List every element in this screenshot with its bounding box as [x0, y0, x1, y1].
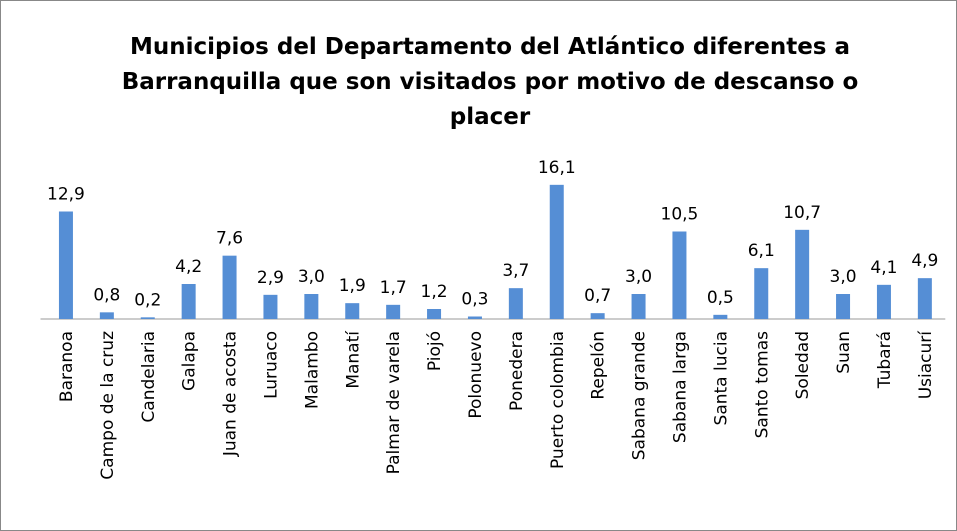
value-label: 0,5: [707, 288, 734, 308]
bar: [836, 294, 851, 319]
bar: [631, 294, 646, 319]
bar: [508, 288, 523, 319]
value-label: 1,7: [380, 278, 407, 298]
x-tick-label: Piojó: [425, 331, 445, 371]
bar: [345, 303, 360, 319]
chart-title: Municipios del Departamento del Atlántic…: [121, 34, 859, 130]
x-tick-label: Campo de la cruz: [98, 331, 118, 480]
bar: [549, 184, 564, 319]
value-label: 7,6: [216, 229, 243, 249]
bar: [181, 284, 196, 319]
bar: [713, 314, 728, 319]
value-label: 1,2: [421, 282, 448, 302]
value-label: 0,2: [134, 290, 161, 310]
value-label: 6,1: [748, 241, 775, 261]
x-tick-label: Sabana larga: [670, 331, 690, 443]
value-label: 1,9: [339, 276, 366, 296]
value-label: 16,1: [538, 158, 576, 178]
x-tick-label: Usiacurí: [916, 330, 936, 400]
x-tick-label: Repelón: [589, 331, 609, 400]
value-label: 4,2: [175, 257, 202, 277]
bar: [140, 317, 155, 319]
value-label: 3,0: [625, 267, 652, 287]
bar: [590, 313, 605, 319]
value-label: 0,8: [93, 285, 120, 305]
value-label: 3,0: [830, 267, 857, 287]
value-label: 3,7: [502, 261, 529, 281]
bar: [427, 309, 442, 319]
bar: [386, 304, 401, 319]
x-tick-label: Polonuevo: [466, 331, 486, 419]
x-tick-label: Suan: [834, 331, 854, 374]
x-tick-label: Galapa: [180, 331, 200, 391]
value-label: 4,9: [911, 251, 938, 271]
x-tick-label: Santa lucia: [711, 331, 731, 425]
value-label: 4,1: [870, 258, 897, 278]
bar: [917, 278, 932, 319]
value-label: 0,7: [584, 286, 611, 306]
value-label: 0,3: [461, 290, 488, 310]
x-tick-label: Manatí: [343, 330, 363, 389]
x-tick-label: Candelaria: [139, 331, 159, 423]
x-tick-label: Sabana grande: [630, 331, 650, 460]
x-tick-label: Luruaco: [261, 331, 281, 399]
value-label: 10,7: [783, 203, 821, 223]
x-tick-label: Santo tomas: [752, 331, 772, 438]
bar: [672, 231, 687, 319]
bar: [222, 255, 237, 319]
x-tick-label: Juan de acosta: [221, 331, 241, 457]
x-tick-label: Baranoa: [57, 331, 77, 402]
x-tick-label: Ponedera: [507, 331, 527, 411]
x-tick-label: Puerto colombia: [548, 331, 568, 469]
x-tick-label: Palmar de varela: [384, 331, 404, 474]
x-tick-label: Soledad: [793, 331, 813, 399]
bar: [58, 211, 73, 319]
value-label: 2,9: [257, 268, 284, 288]
bar: [876, 284, 891, 319]
bar: [795, 229, 810, 319]
value-label: 12,9: [47, 185, 85, 205]
bar: [263, 294, 278, 319]
x-tick-label: Tubará: [875, 331, 895, 389]
bar: [99, 312, 114, 319]
x-tick-label: Malambo: [302, 331, 322, 409]
bar: [467, 316, 482, 319]
bar: [304, 294, 319, 319]
bar: [754, 268, 769, 319]
value-label: 3,0: [298, 267, 325, 287]
value-label: 10,5: [661, 205, 699, 225]
